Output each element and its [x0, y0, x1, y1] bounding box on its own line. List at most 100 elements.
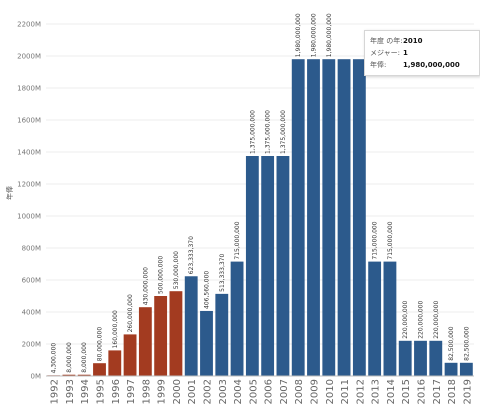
x-tick-label: 2008 — [294, 379, 305, 404]
x-tick-label: 1998 — [141, 379, 152, 404]
data-label: 1,980,000,000 — [311, 13, 318, 57]
bar — [123, 334, 137, 376]
bar — [459, 362, 473, 376]
tooltip-key: 年俸: — [370, 61, 387, 69]
x-tick-label: 1995 — [96, 379, 107, 404]
data-label: 4,300,000 — [51, 343, 58, 374]
x-tick-label: 1993 — [65, 379, 76, 404]
x-tick-label: 1999 — [157, 379, 168, 404]
x-tick-label: 2019 — [462, 379, 473, 404]
bar — [368, 261, 382, 376]
bar — [307, 59, 320, 376]
data-label: 513,333,370 — [219, 254, 226, 292]
bar — [245, 156, 259, 376]
x-tick-label: 2014 — [386, 379, 397, 404]
bar — [383, 261, 397, 376]
data-label: 1,375,000,000 — [280, 110, 287, 154]
tooltip-value: 1 — [403, 49, 408, 57]
bar — [261, 156, 275, 376]
data-label: 623,333,370 — [188, 236, 195, 274]
x-tick-label: 2003 — [218, 379, 229, 404]
bar — [398, 340, 412, 376]
y-tick-label: 1400M — [17, 149, 41, 157]
x-tick-label: 2006 — [264, 379, 275, 404]
data-label: 1,375,000,000 — [249, 110, 256, 154]
bar — [444, 362, 458, 376]
tooltip-key: 年度 の年: — [370, 37, 403, 45]
tooltip-key: メジャー: — [370, 49, 401, 57]
data-label: 1,375,000,000 — [265, 110, 272, 154]
y-tick-label: 200M — [22, 341, 41, 349]
y-tick-label: 2200M — [17, 21, 41, 29]
x-tick-label: 2018 — [447, 379, 458, 404]
data-label: 8,000,000 — [81, 342, 88, 373]
x-tick-label: 2001 — [187, 379, 198, 404]
bars: 4,300,000 8,000,000 8,000,000 80,000,000 160… — [47, 13, 473, 376]
bar — [77, 374, 91, 376]
data-label: 220,000,000 — [418, 300, 425, 338]
bar — [429, 340, 443, 376]
x-tick-label: 2016 — [417, 379, 428, 404]
x-tick-label: 2009 — [310, 379, 321, 404]
data-label: 80,000,000 — [97, 327, 104, 362]
data-label: 220,000,000 — [402, 300, 409, 338]
x-tick-label: 2013 — [371, 379, 382, 404]
data-label: 260,000,000 — [127, 294, 134, 332]
bar — [200, 310, 213, 376]
y-tick-label: 1200M — [17, 181, 41, 189]
tooltip-value: 1,980,000,000 — [403, 61, 460, 69]
tooltip: 年度 の年:2010 メジャー: 1 年俸: 1,980,000,000 — [364, 30, 480, 76]
bar — [291, 59, 305, 376]
bar — [215, 293, 229, 376]
gridlines — [46, 23, 474, 377]
data-label: 530,000,000 — [173, 251, 180, 289]
x-tick-label: 1994 — [80, 379, 91, 404]
bar — [276, 156, 290, 376]
y-tick-label: 1000M — [17, 213, 41, 221]
x-tick-label: 1996 — [111, 379, 122, 404]
y-tick-label: 400M — [22, 309, 41, 317]
data-label: 160,000,000 — [112, 310, 119, 348]
x-tick-label: 2017 — [432, 379, 443, 404]
bar — [154, 296, 168, 376]
x-tick-label: 2012 — [355, 379, 366, 404]
data-label: 406,560,000 — [204, 271, 211, 309]
bar — [322, 59, 336, 376]
data-label: 220,000,000 — [433, 300, 440, 338]
data-label: 715,000,000 — [387, 221, 394, 259]
bar — [184, 276, 198, 376]
x-tick-label: 2007 — [279, 379, 290, 404]
bar — [337, 59, 351, 376]
bar — [62, 374, 76, 376]
data-label: 715,000,000 — [234, 221, 241, 259]
bar — [230, 261, 244, 376]
x-tick-label: 1997 — [126, 379, 137, 404]
y-axis: 0M 200M 400M 600M 800M 1000M 1200M 1400M 1600M 18… — [17, 21, 41, 381]
bar — [414, 340, 427, 376]
x-tick-label: 2004 — [233, 379, 244, 404]
x-tick-label: 2015 — [401, 379, 412, 404]
tooltip-value: 2010 — [403, 37, 423, 45]
data-label: 8,000,000 — [66, 342, 73, 373]
bar — [108, 350, 122, 376]
data-label: 82,500,000 — [448, 326, 455, 361]
x-tick-label: 2011 — [340, 379, 351, 404]
data-label: 715,000,000 — [372, 221, 379, 259]
data-label: 1,980,000,000 — [326, 13, 333, 57]
tooltip-row-year: 年度 の年:2010 — [370, 36, 422, 46]
bar — [352, 59, 366, 376]
bar — [93, 363, 106, 376]
x-tick-label: 2002 — [203, 379, 214, 404]
y-tick-label: 2000M — [17, 53, 41, 61]
y-tick-label: 800M — [22, 245, 41, 253]
y-axis-title: 年俸 — [5, 186, 14, 200]
y-tick-label: 600M — [22, 277, 41, 285]
x-tick-label: 2000 — [172, 379, 183, 404]
data-label: 500,000,000 — [158, 256, 165, 294]
tooltip-row-measure: メジャー: 1 — [370, 48, 408, 58]
tooltip-row-salary: 年俸: 1,980,000,000 — [370, 60, 460, 70]
y-tick-label: 1800M — [17, 85, 41, 93]
x-tick-label: 2010 — [325, 379, 336, 404]
bar — [138, 307, 152, 376]
